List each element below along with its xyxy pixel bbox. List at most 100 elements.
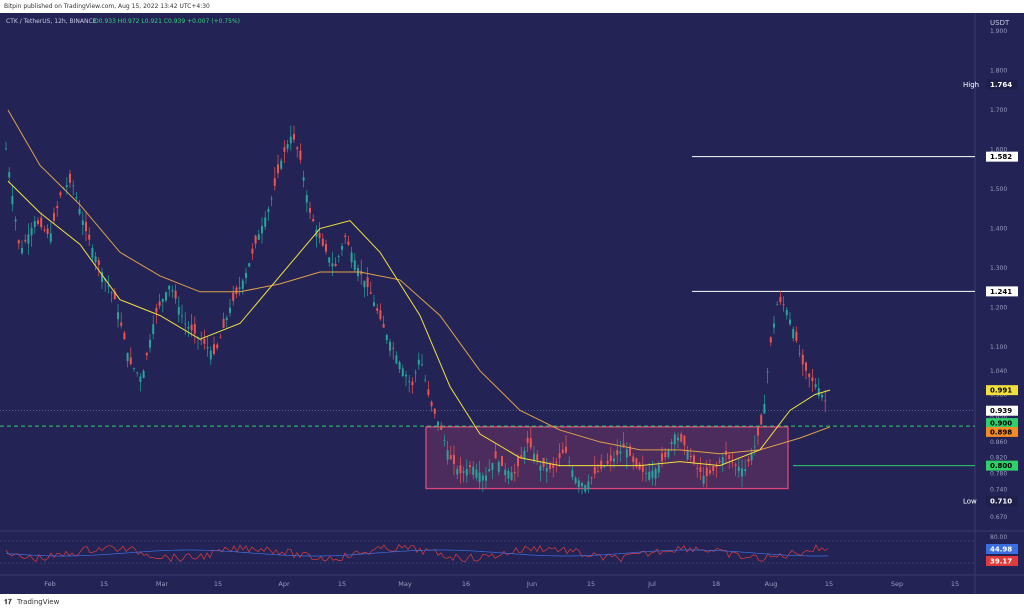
candle-body <box>49 233 52 242</box>
candle-body <box>213 344 215 354</box>
candle-body <box>497 462 500 472</box>
candle-body <box>408 381 411 382</box>
candle-body <box>161 299 164 302</box>
price-tag-box <box>986 460 1018 471</box>
candle-body <box>545 467 548 472</box>
candle-body <box>792 328 795 339</box>
candle-body <box>443 440 446 441</box>
candle-body <box>341 245 343 250</box>
price-tag-box <box>986 385 1018 396</box>
candle-body <box>379 310 382 320</box>
candle-body <box>283 147 286 152</box>
candle-body <box>728 454 731 459</box>
candle-body <box>523 450 526 458</box>
candle-body <box>485 475 487 481</box>
price-tick-label: 1.600 <box>990 147 1007 154</box>
candle-body <box>606 460 609 464</box>
candle-body <box>254 235 257 244</box>
candle-body <box>670 442 673 445</box>
candle-body <box>558 453 561 459</box>
candle-body <box>709 470 711 474</box>
footer-brand: TradingView <box>17 598 60 606</box>
candle-body <box>238 287 241 289</box>
rsi-top-label: 80.00 <box>990 534 1007 541</box>
candle-body <box>280 160 283 169</box>
candle-body <box>533 453 535 461</box>
candle-body <box>344 235 347 237</box>
candle-body <box>305 195 308 203</box>
candle-body <box>629 446 631 456</box>
candle-body <box>616 450 619 456</box>
candle-body <box>337 256 340 257</box>
price-tag-box <box>986 405 1018 416</box>
candle-body <box>40 217 43 228</box>
candle-body <box>37 220 39 224</box>
candle-body <box>165 292 167 301</box>
rsi-tag-box <box>986 544 1018 554</box>
candle-body <box>312 219 315 222</box>
candle-body <box>369 292 372 294</box>
candle-body <box>385 335 388 341</box>
chart-area[interactable]: CTK / TetherUS, 12h, BINANCE O0.933 H0.97… <box>0 13 1024 594</box>
candle-body <box>363 280 366 288</box>
price-tag-label: Low <box>963 498 977 506</box>
candle-body <box>5 148 7 150</box>
candle-body <box>168 285 171 290</box>
candle-body <box>446 450 449 460</box>
candle-body <box>513 472 516 474</box>
candle-body <box>696 468 699 469</box>
candle-body <box>430 401 433 407</box>
candle-body <box>677 437 679 441</box>
candle-body <box>673 434 676 445</box>
time-tick-label: Sep <box>891 580 903 588</box>
candle-body <box>286 144 289 149</box>
price-tick-label: 1.200 <box>990 305 1007 312</box>
candle-body <box>683 435 686 446</box>
candle-body <box>651 470 654 478</box>
candle-body <box>56 205 59 209</box>
candle-body <box>529 438 532 448</box>
candle-body <box>510 472 513 481</box>
price-tag-box <box>986 496 1018 507</box>
candle-body <box>565 446 567 453</box>
candle-body <box>171 290 174 292</box>
candle-body <box>609 455 612 462</box>
candle-body <box>216 344 219 349</box>
candle-body <box>475 469 478 478</box>
candle-body <box>526 437 529 443</box>
candle-body <box>776 304 779 306</box>
candle-body <box>78 208 81 215</box>
candle-body <box>549 463 551 469</box>
candle-body <box>465 469 468 476</box>
candle-body <box>366 277 369 288</box>
candle-body <box>574 477 577 484</box>
candle-body <box>561 449 564 454</box>
price-tick-label: 0.780 <box>990 471 1007 478</box>
candle-body <box>488 469 491 472</box>
candle-body <box>789 319 791 325</box>
price-tick-label: 1.700 <box>990 107 1007 114</box>
candle-body <box>638 463 641 470</box>
price-tag-label: High <box>963 81 979 89</box>
price-tag-value: 1.241 <box>990 288 1012 296</box>
candle-body <box>222 318 225 328</box>
candle-body <box>456 469 459 475</box>
time-tick-label: Jul <box>647 580 656 588</box>
candle-body <box>571 470 574 478</box>
rsi-tag-value: 39.17 <box>990 558 1012 566</box>
candle-body <box>107 285 110 287</box>
candle-body <box>750 453 753 461</box>
candle-body <box>693 455 695 464</box>
candle-body <box>97 260 100 265</box>
time-tick-label: Mar <box>156 580 169 588</box>
price-tag-box <box>986 79 1018 90</box>
price-tag-value: 0.898 <box>990 428 1012 436</box>
candle-body <box>229 307 231 313</box>
candle-body <box>536 454 539 461</box>
candle-body <box>328 257 331 263</box>
price-tick-label: 0.820 <box>990 455 1007 462</box>
candle-body <box>289 136 292 144</box>
rsi-line <box>5 543 829 563</box>
